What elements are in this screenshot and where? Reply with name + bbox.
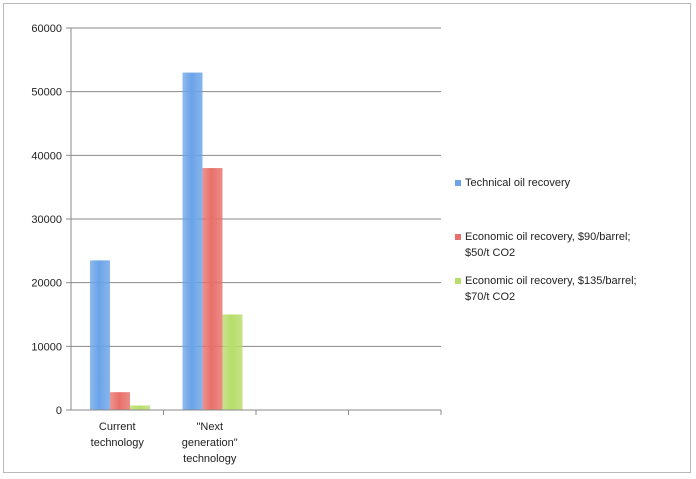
legend-label: Economic oil recovery, $90/barrel; $50/t … (465, 231, 630, 259)
category-label: Current technology (91, 421, 145, 449)
bar-series-2-category-0 (130, 405, 150, 410)
bar-chart: 0 10000 20000 30000 40000 50000 60000 Current t… (31, 23, 637, 465)
legend-swatch (455, 278, 461, 284)
y-tick-label: 0 (56, 405, 62, 417)
legend-swatch (455, 234, 461, 240)
x-axis: Current technology "Next generation" technol… (71, 409, 442, 465)
chart-frame: 0 10000 20000 30000 40000 50000 60000 Current t… (3, 3, 691, 473)
y-tick-label: 10000 (31, 341, 62, 353)
bar-series-0-category-1 (182, 72, 203, 411)
legend-label: Technical oil recovery (465, 177, 571, 189)
bar-series-1-category-0 (110, 392, 130, 410)
bar-series-1-category-1 (202, 168, 223, 410)
y-axis: 0 10000 20000 30000 40000 50000 60000 (31, 23, 72, 417)
legend-swatch (455, 180, 461, 186)
bars (90, 72, 243, 411)
y-tick-label: 50000 (31, 87, 62, 99)
y-tick-label: 40000 (31, 150, 62, 162)
gridlines (71, 27, 441, 411)
y-tick-label: 30000 (31, 214, 62, 226)
y-tick-label: 20000 (31, 278, 62, 290)
y-tick-label: 60000 (31, 23, 62, 35)
bar-series-2-category-1 (222, 314, 243, 410)
category-label: "Next generation" technology (182, 421, 238, 465)
bar-series-0-category-0 (90, 260, 110, 410)
legend-label: Economic oil recovery, $135/barrel; $70/t… (465, 275, 637, 303)
legend: Technical oil recovery Economic oil recov… (455, 177, 637, 303)
